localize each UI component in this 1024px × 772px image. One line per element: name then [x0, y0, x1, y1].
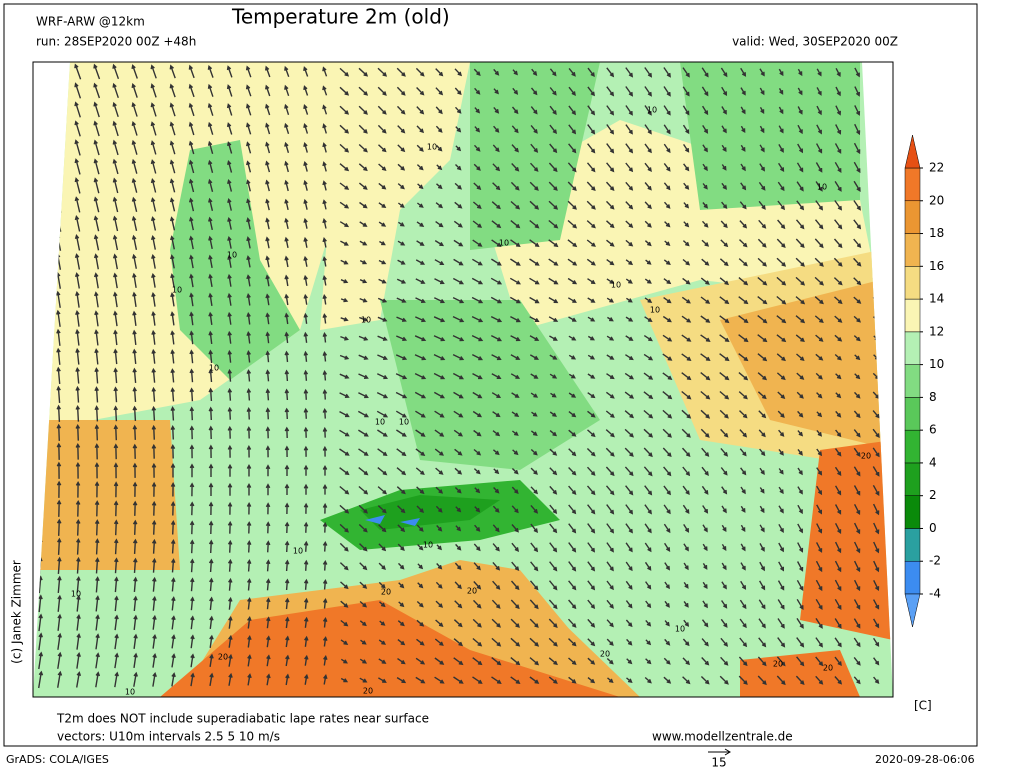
- contour-label: 10: [399, 418, 409, 427]
- colorbar-tick-label: 18: [929, 226, 944, 240]
- colorbar-band: [904, 364, 921, 398]
- colorbar-band: [904, 560, 921, 595]
- reference-arrow: [708, 748, 731, 756]
- colorbar-band: [904, 298, 921, 333]
- contour-label: 20: [823, 664, 833, 673]
- colorbar-tick-label: 2: [929, 488, 937, 502]
- model-label: WRF-ARW @12km: [36, 15, 145, 29]
- colorbar-band: [904, 200, 921, 234]
- map-field: [33, 62, 893, 697]
- contour-label: 10: [817, 183, 827, 192]
- page-frame: [3, 3, 978, 747]
- contour-label: 20: [773, 660, 783, 669]
- contour-label: 10: [227, 251, 237, 260]
- colorbar-tick-label: 16: [929, 259, 944, 273]
- colorbar-over-tip: [904, 134, 921, 169]
- contour-label: 10: [125, 688, 135, 697]
- contour-label: 10: [375, 418, 385, 427]
- colorbar-tick-label: 14: [929, 292, 944, 306]
- colorbar-band: [904, 167, 921, 202]
- colorbar-band: [904, 233, 921, 267]
- timestamp: 2020-09-28-06:06: [875, 753, 975, 766]
- colorbar-tick-label: 12: [929, 324, 944, 338]
- contour-label: 10: [293, 547, 303, 556]
- colorbar-under-tip: [904, 593, 921, 628]
- contour-label: 10: [647, 106, 657, 115]
- colorbar-tick-label: 22: [929, 161, 944, 175]
- colorbar-band: [904, 429, 921, 464]
- colorbar-band: [904, 331, 921, 365]
- colorbar-band: [904, 266, 921, 300]
- contour-label: 10: [423, 541, 433, 550]
- colorbar-band: [904, 397, 921, 431]
- colorbar-tick-label: 8: [929, 390, 937, 404]
- website: www.modellzentrale.de: [652, 730, 793, 744]
- contour-label: 10: [209, 364, 219, 373]
- reference-value: 15: [711, 756, 726, 769]
- valid-label: valid: Wed, 30SEP2020 00Z: [732, 35, 898, 49]
- contour-label: 10: [611, 281, 621, 290]
- contour-label: 20: [467, 587, 477, 596]
- contour-label: 20: [600, 650, 610, 659]
- colorbar: -4 -2 0 2 4 6 8 10 12 14 16 18 20 22: [904, 134, 944, 628]
- vector-note: vectors: U10m intervals 2.5 5 10 m/s: [57, 730, 280, 744]
- credit: (c) Janek Zimmer: [10, 560, 24, 664]
- contour-label: 10: [172, 286, 182, 295]
- colorbar-band: [904, 462, 921, 496]
- contour-label: 20: [381, 588, 391, 597]
- contour-label: 10: [650, 306, 660, 315]
- map-title: Temperature 2m (old): [231, 5, 450, 29]
- colorbar-tick-label: 0: [929, 521, 937, 535]
- contour-label: 20: [861, 452, 871, 461]
- unit-label: [C]: [914, 699, 932, 713]
- colorbar-tick-label: -4: [929, 587, 941, 601]
- footer-note: T2m does NOT include superadiabatic lape…: [56, 712, 429, 726]
- contour-label: 20: [363, 687, 373, 696]
- colorbar-tick-label: 4: [929, 455, 937, 469]
- map-frame: [32, 61, 894, 698]
- contour-label: 20: [218, 653, 228, 662]
- colorbar-band: [904, 495, 921, 529]
- grads-label: GrADS: COLA/IGES: [6, 753, 109, 766]
- colorbar-tick-label: -2: [929, 554, 941, 568]
- colorbar-tick-label: 10: [929, 357, 944, 371]
- contour-label: 10: [427, 143, 437, 152]
- run-label: run: 28SEP2020 00Z +48h: [36, 35, 196, 49]
- contour-label: 10: [675, 625, 685, 634]
- contour-label: 10: [361, 316, 371, 325]
- contour-label: 10: [499, 239, 509, 248]
- colorbar-band: [904, 528, 921, 562]
- colorbar-tick-label: 20: [929, 193, 944, 207]
- colorbar-tick-label: 6: [929, 423, 937, 437]
- contour-labels: 10 10 10 10 10 10 10 10 10 10 10 10 10 10 10 10 10 20 20 20…: [71, 106, 871, 697]
- contour-label: 10: [71, 590, 81, 599]
